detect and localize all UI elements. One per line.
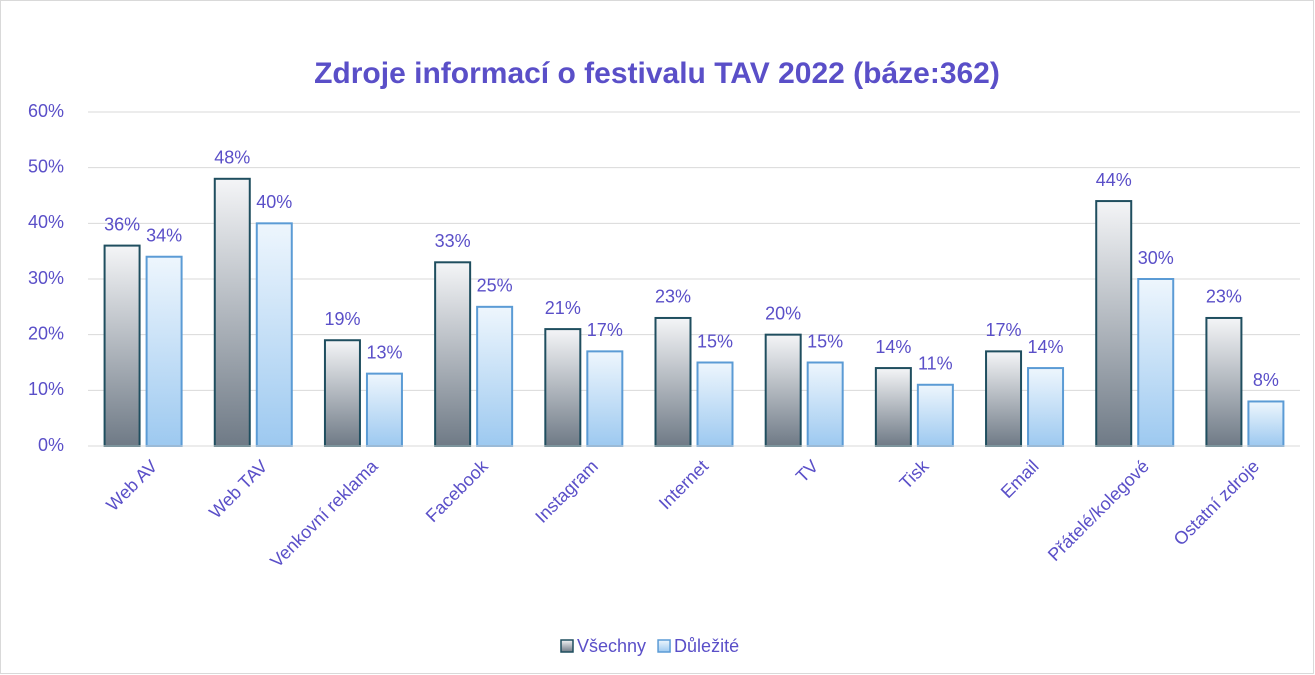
bar [255,222,293,447]
bar [213,177,251,448]
value-label: 17% [986,320,1022,340]
value-label: 40% [256,192,292,212]
bar [985,350,1023,447]
legend-label: Důležité [674,636,739,656]
value-label: 34% [146,225,182,245]
value-label: 36% [104,214,140,234]
value-label: 20% [765,303,801,323]
value-label: 48% [214,148,250,168]
bar [1137,278,1175,447]
bar [1095,200,1133,447]
bar [764,333,802,447]
bar [874,367,912,448]
legend-swatch [560,639,574,653]
bar [323,339,361,448]
chart-title: Zdroje informací o festivalu TAV 2022 (b… [314,57,1000,90]
bar [654,316,692,448]
bar [476,305,514,448]
bar [1027,367,1065,448]
bar [365,372,403,447]
bar [1247,400,1285,448]
value-label: 33% [435,231,471,251]
y-tick-label: 0% [38,435,64,455]
bar [1205,316,1243,448]
y-tick-label: 50% [28,156,64,176]
y-tick-label: 20% [28,323,64,343]
bar [916,383,954,447]
bar [806,361,844,447]
value-label: 14% [875,337,911,357]
value-label: 15% [807,331,843,351]
value-label: 15% [697,331,733,351]
value-label: 17% [587,320,623,340]
legend-label: Všechny [577,636,646,656]
bar [696,361,734,447]
bar [586,350,624,447]
y-tick-label: 10% [28,379,64,399]
value-label: 11% [918,354,953,374]
value-label: 23% [1206,287,1242,307]
value-label: 8% [1253,370,1279,390]
value-label: 14% [1028,337,1064,357]
value-label: 23% [655,287,691,307]
bar [544,328,582,448]
value-label: 44% [1096,170,1132,190]
bar [103,244,141,447]
bar [145,255,183,447]
value-label: 21% [545,298,581,318]
y-tick-label: 60% [28,101,64,121]
value-label: 25% [477,276,513,296]
legend-swatch [657,639,671,653]
value-label: 13% [366,342,402,362]
y-tick-label: 40% [28,212,64,232]
y-tick-label: 30% [28,268,64,288]
bar [434,261,472,447]
value-label: 19% [324,309,360,329]
value-label: 30% [1138,248,1174,268]
